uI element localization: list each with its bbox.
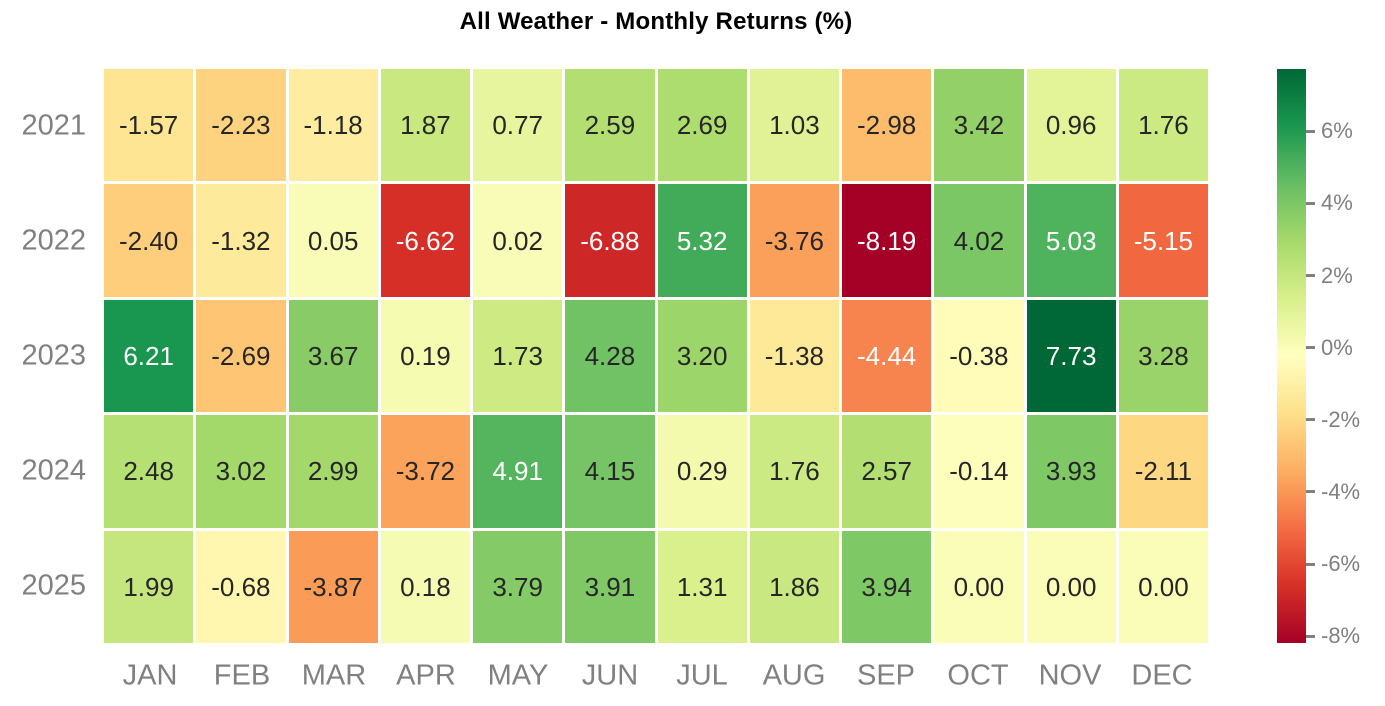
heatmap-cell: 2.69	[657, 69, 747, 182]
colorbar-tick-mark	[1306, 201, 1315, 205]
colorbar-tick-label: -2%	[1321, 406, 1361, 432]
colorbar-tick-mark	[1306, 634, 1315, 638]
heatmap-cell: -6.62	[380, 184, 470, 297]
heatmap-cell: 7.73	[1026, 299, 1116, 413]
x-tick-label: MAR	[301, 659, 367, 692]
heatmap-cell: 0.19	[380, 299, 470, 413]
heatmap-cell: -2.23	[196, 69, 286, 182]
heatmap-cell: 4.91	[473, 415, 563, 528]
heatmap-cell: -3.76	[749, 184, 839, 297]
heatmap-cell: -5.15	[1118, 184, 1208, 297]
heatmap-cell: 4.28	[565, 299, 655, 413]
colorbar-tick-label: -8%	[1321, 623, 1361, 649]
heatmap-cell: 3.67	[288, 299, 378, 413]
x-tick-label: MAY	[487, 659, 549, 692]
colorbar-tick-mark	[1306, 274, 1315, 278]
heatmap-cell: -8.19	[842, 184, 932, 297]
heatmap-cell: 0.29	[657, 415, 747, 528]
chart-title: All Weather - Monthly Returns (%)	[459, 8, 853, 35]
heatmap-cell: -2.98	[842, 69, 932, 182]
x-tick-label: DEC	[1131, 659, 1193, 692]
x-tick-label: JUN	[581, 659, 639, 692]
heatmap-cell: -2.11	[1118, 415, 1208, 528]
y-tick-label: 2025	[21, 569, 86, 602]
colorbar-tick-label: -4%	[1321, 478, 1361, 504]
heatmap-cell: 4.15	[565, 415, 655, 528]
x-tick-label: NOV	[1038, 659, 1102, 692]
heatmap-cell: 0.96	[1026, 69, 1116, 182]
heatmap-cell: 3.02	[196, 415, 286, 528]
heatmap-cell: 1.87	[380, 69, 470, 182]
heatmap-cell: -6.88	[565, 184, 655, 297]
heatmap-cell: 2.99	[288, 415, 378, 528]
colorbar-tick-mark	[1306, 490, 1315, 494]
heatmap-cell: 5.03	[1026, 184, 1116, 297]
heatmap-cell: -3.87	[288, 530, 378, 643]
heatmap-cell: 0.18	[380, 530, 470, 643]
heatmap-cell: 3.79	[473, 530, 563, 643]
heatmap-cell: 0.00	[1118, 530, 1208, 643]
heatmap-cell: 0.00	[1026, 530, 1116, 643]
heatmap-cell: 1.73	[473, 299, 563, 413]
heatmap-cell: 1.03	[749, 69, 839, 182]
x-tick-label: SEP	[856, 659, 916, 692]
heatmap-cell: 2.57	[842, 415, 932, 528]
colorbar-tick-mark	[1306, 129, 1315, 133]
x-tick-label: FEB	[213, 659, 271, 692]
heatmap-cell: 0.02	[473, 184, 563, 297]
colorbar-tick-label: 6%	[1321, 118, 1353, 144]
x-tick-label: AUG	[762, 659, 826, 692]
heatmap-cell: 0.00	[934, 530, 1024, 643]
heatmap-cell: -1.38	[749, 299, 839, 413]
heatmap-cell: 0.05	[288, 184, 378, 297]
heatmap-cell: -0.38	[934, 299, 1024, 413]
colorbar-tick-label: 4%	[1321, 190, 1353, 216]
heatmap-cell: 1.76	[1118, 69, 1208, 182]
heatmap-cell: 3.28	[1118, 299, 1208, 413]
heatmap-cell: 0.77	[473, 69, 563, 182]
heatmap-cell: -0.68	[196, 530, 286, 643]
heatmap-cell: -1.57	[104, 69, 194, 182]
x-tick-label: JUL	[676, 659, 728, 692]
x-tick-label: OCT	[947, 659, 1009, 692]
colorbar-tick-mark	[1306, 346, 1315, 350]
heatmap-cell: 1.31	[657, 530, 747, 643]
heatmap-grid: -1.57 -2.23 -1.18 1.87 0.77 2.59 2.69 1.03 -2.98…	[104, 69, 1208, 643]
heatmap-cell: 1.99	[104, 530, 194, 643]
x-tick-label: APR	[396, 659, 456, 692]
colorbar-tick-mark	[1306, 562, 1315, 566]
colorbar-tick-mark	[1306, 418, 1315, 422]
heatmap-cell: 3.20	[657, 299, 747, 413]
heatmap-cell: 2.48	[104, 415, 194, 528]
y-tick-label: 2023	[21, 339, 86, 372]
heatmap-cell: -1.32	[196, 184, 286, 297]
heatmap-cell: 3.91	[565, 530, 655, 643]
heatmap-cell: -1.18	[288, 69, 378, 182]
heatmap-cell: 5.32	[657, 184, 747, 297]
heatmap-cell: -0.14	[934, 415, 1024, 528]
heatmap-cell: 6.21	[104, 299, 194, 413]
heatmap-cell: 1.76	[749, 415, 839, 528]
y-tick-label: 2024	[21, 454, 86, 487]
heatmap-cell: -2.40	[104, 184, 194, 297]
heatmap-cell: 3.93	[1026, 415, 1116, 528]
y-tick-label: 2022	[21, 224, 86, 257]
heatmap-cell: 4.02	[934, 184, 1024, 297]
colorbar-tick-label: 2%	[1321, 262, 1353, 288]
heatmap-cell: 3.42	[934, 69, 1024, 182]
heatmap-cell: 3.94	[842, 530, 932, 643]
colorbar-tick-label: -6%	[1321, 551, 1361, 577]
heatmap-cell: -3.72	[380, 415, 470, 528]
heatmap-cell: 1.86	[749, 530, 839, 643]
x-tick-label: JAN	[122, 659, 178, 692]
y-tick-label: 2021	[21, 109, 86, 142]
heatmap-cell: -4.44	[842, 299, 932, 413]
colorbar-tick-label: 0%	[1321, 334, 1353, 360]
heatmap-cell: -2.69	[196, 299, 286, 413]
heatmap-cell: 2.59	[565, 69, 655, 182]
colorbar	[1277, 69, 1306, 643]
